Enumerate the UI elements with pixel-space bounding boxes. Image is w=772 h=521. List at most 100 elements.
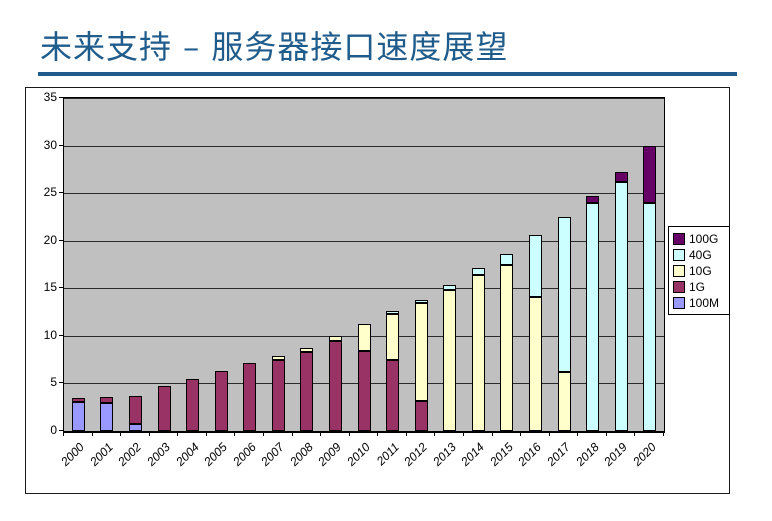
bar-10G-2007 xyxy=(271,355,285,360)
y-axis-tick xyxy=(59,192,64,194)
bar-1G-2010 xyxy=(357,351,371,431)
legend-swatch-1G xyxy=(673,281,685,293)
legend-item-1G: 1G xyxy=(673,279,729,295)
x-axis-tick xyxy=(548,432,550,436)
bar-1G-2009 xyxy=(328,340,342,431)
bar-100G-2020 xyxy=(643,145,657,203)
legend-item-40G: 40G xyxy=(673,247,729,263)
x-axis-tick xyxy=(434,432,436,436)
bar-1G-2008 xyxy=(300,352,314,431)
y-axis-label: 30 xyxy=(43,137,57,152)
bar-10G-2011 xyxy=(386,314,400,360)
bar-40G-2019 xyxy=(614,181,628,431)
bar-1G-2002 xyxy=(128,395,142,425)
x-axis-tick xyxy=(463,432,464,436)
x-axis-tick xyxy=(491,432,493,436)
bar-10G-2017 xyxy=(557,372,571,431)
legend-item-100G: 100G xyxy=(673,231,729,247)
bar-100G-2019 xyxy=(614,172,628,182)
bar-40G-2017 xyxy=(557,216,571,373)
legend-label: 100M xyxy=(689,296,720,310)
bar-10G-2012 xyxy=(414,302,428,401)
chart-legend: 100G 40G 10G 1G 100M xyxy=(668,226,730,315)
bar-40G-2012 xyxy=(414,299,428,303)
bar-1G-2012 xyxy=(414,400,428,431)
legend-label: 10G xyxy=(689,264,712,278)
y-axis-label: 35 xyxy=(43,90,57,104)
gridline xyxy=(64,98,664,99)
bar-40G-2011 xyxy=(386,311,400,314)
bar-100G-2018 xyxy=(586,196,600,203)
bar-10G-2016 xyxy=(528,296,542,431)
x-axis-tick xyxy=(577,432,579,436)
x-axis-tick xyxy=(663,432,664,436)
bar-1G-2001 xyxy=(100,396,114,404)
gridline xyxy=(64,145,664,147)
bar-40G-2013 xyxy=(443,285,457,291)
bar-10G-2009 xyxy=(328,335,342,341)
bar-1G-2000 xyxy=(71,397,85,403)
x-axis-tick xyxy=(291,432,293,436)
bar-1G-2011 xyxy=(386,359,400,431)
legend-swatch-100G xyxy=(673,233,685,245)
x-axis-tick xyxy=(377,432,379,436)
bar-10G-2010 xyxy=(357,323,371,352)
x-axis-tick xyxy=(605,432,607,436)
legend-swatch-40G xyxy=(673,249,685,261)
y-axis-tick xyxy=(59,334,64,336)
bar-40G-2014 xyxy=(471,268,485,275)
plot-area xyxy=(63,97,665,433)
x-axis-tick xyxy=(234,432,236,436)
bar-40G-2020 xyxy=(643,202,657,431)
y-axis-label: 10 xyxy=(43,327,57,342)
x-axis-tick xyxy=(205,432,207,436)
bar-1G-2003 xyxy=(157,386,171,431)
x-axis-tick xyxy=(405,432,407,436)
x-axis-tick xyxy=(634,432,636,436)
bar-100M-2000 xyxy=(71,402,85,431)
bar-40G-2016 xyxy=(528,235,542,297)
x-axis-tick xyxy=(320,432,322,436)
x-axis-tick xyxy=(91,432,93,436)
bar-40G-2018 xyxy=(586,202,600,431)
page-title: 未来支持 – 服务器接口速度展望 xyxy=(40,28,509,66)
y-axis-label: 5 xyxy=(50,375,57,390)
legend-label: 100G xyxy=(689,232,719,246)
x-axis-tick xyxy=(177,432,179,436)
y-axis-tick xyxy=(59,382,64,384)
bar-40G-2015 xyxy=(500,254,514,265)
y-axis-label: 20 xyxy=(43,232,57,247)
y-axis-label: 25 xyxy=(43,185,57,200)
x-axis-tick xyxy=(263,432,264,436)
chart-area: 100G 40G 10G 1G 100M 0 5 10 15 20 25 30 35 2000 2001 2… xyxy=(25,87,730,494)
legend-item-100M: 100M xyxy=(673,295,729,311)
bar-10G-2008 xyxy=(300,348,314,353)
y-axis-tick xyxy=(59,144,64,146)
bar-1G-2006 xyxy=(243,363,257,431)
legend-label: 40G xyxy=(689,248,712,262)
bar-10G-2015 xyxy=(500,264,514,431)
y-axis-label: 15 xyxy=(43,280,57,295)
bar-100M-2002 xyxy=(128,424,142,431)
x-axis-tick xyxy=(520,432,522,436)
legend-label: 1G xyxy=(689,280,706,294)
x-axis-tick xyxy=(348,432,350,436)
bar-1G-2005 xyxy=(214,371,228,431)
x-axis-tick xyxy=(148,432,150,436)
gridline xyxy=(64,193,664,195)
gridline xyxy=(64,288,664,290)
legend-swatch-10G xyxy=(673,265,685,277)
gridline xyxy=(64,240,664,242)
y-axis-tick xyxy=(59,287,64,289)
bar-1G-2004 xyxy=(186,378,200,431)
legend-swatch-100M xyxy=(673,297,685,309)
y-axis-tick xyxy=(59,239,64,241)
legend-item-10G: 10G xyxy=(673,263,729,279)
bar-100M-2001 xyxy=(100,403,114,431)
bar-1G-2007 xyxy=(271,359,285,431)
y-axis-label: 0 xyxy=(50,423,57,437)
bar-10G-2013 xyxy=(443,290,457,431)
bar-10G-2014 xyxy=(471,274,485,431)
title-underline xyxy=(38,72,737,76)
